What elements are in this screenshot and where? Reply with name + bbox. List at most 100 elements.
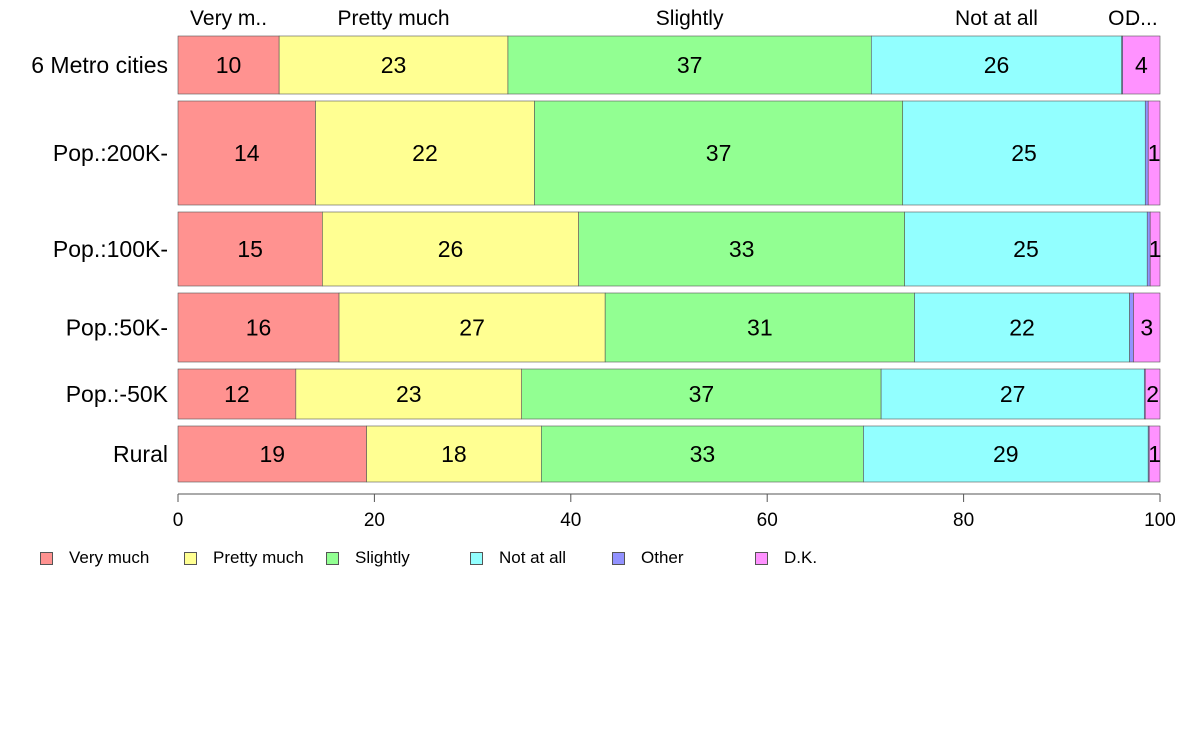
row-label: Pop.:200K- <box>53 140 168 166</box>
bar-segment <box>177 100 316 206</box>
bar-segment <box>914 292 1130 363</box>
legend-item: Slightly <box>326 546 410 570</box>
segment-label: 19 <box>259 441 285 467</box>
legend-item: Not at all <box>470 546 566 570</box>
x-tick-label: 60 <box>757 510 778 531</box>
legend-item: D.K. <box>755 546 817 570</box>
legend-swatch <box>184 551 197 565</box>
bar-segment <box>1133 292 1161 363</box>
segment-label: 3 <box>1140 315 1153 341</box>
x-tick-label: 100 <box>1144 510 1176 531</box>
segment-label: 12 <box>224 381 250 407</box>
legend-item: Very much <box>40 546 149 570</box>
legend-swatch <box>612 551 625 565</box>
segment-label: 26 <box>438 236 464 262</box>
segment-label: 25 <box>1011 140 1037 166</box>
top-category-label: Very m.. <box>190 7 267 30</box>
legend-swatch <box>470 551 483 565</box>
x-tick-label: 40 <box>560 510 581 531</box>
segment-label: 1 <box>1148 441 1161 467</box>
x-tick-label: 0 <box>173 510 184 531</box>
segment-label: 15 <box>237 236 263 262</box>
segment-label: 27 <box>1000 381 1026 407</box>
bar-segment <box>604 292 915 363</box>
bar-segment <box>902 100 1146 206</box>
bar-segment <box>315 100 535 206</box>
bar-segment <box>295 368 522 420</box>
top-category-label: D... <box>1125 7 1158 30</box>
bar-segment <box>863 425 1149 483</box>
legend-swatch <box>755 551 768 565</box>
legend-label: D.K. <box>784 548 818 567</box>
segment-label: 37 <box>706 140 732 166</box>
segment-label: 22 <box>1009 315 1035 341</box>
top-category-label: O.. <box>1108 7 1136 30</box>
x-axis: 0 20 40 60 80 100 <box>173 493 1176 531</box>
bar-segment <box>880 368 1145 420</box>
segment-label: 23 <box>396 381 422 407</box>
row-label: 6 Metro cities <box>31 52 168 78</box>
segment-label: 23 <box>381 52 407 78</box>
bar-segment <box>366 425 542 483</box>
legend: Very much Pretty much Slightly Not at all Ot… <box>0 546 1188 570</box>
x-tick-label: 20 <box>364 510 385 531</box>
segment-label: 26 <box>984 52 1010 78</box>
legend-label: Slightly <box>355 548 410 567</box>
bar-segment <box>1148 425 1161 483</box>
segment-label: 37 <box>689 381 715 407</box>
bar-segment <box>578 211 905 287</box>
top-category-label: Not at all <box>955 7 1038 30</box>
top-category-label: Slightly <box>656 7 724 30</box>
segment-label: 10 <box>216 52 242 78</box>
top-category-label: Pretty much <box>338 7 450 30</box>
bar-segment <box>521 368 882 420</box>
bar-segment <box>507 35 872 95</box>
legend-label: Pretty much <box>213 548 304 567</box>
segment-label: 29 <box>993 441 1019 467</box>
segment-label: 31 <box>747 315 773 341</box>
bar-segment <box>177 425 367 483</box>
segment-label: 27 <box>459 315 485 341</box>
bar-segment <box>177 211 323 287</box>
segment-label: 25 <box>1013 236 1039 262</box>
segment-labels-group: 10 23 37 26 414 22 37 25 115 26 33 25 116 27 31 22 312 23… <box>216 52 1162 467</box>
legend-label: Very much <box>69 548 150 567</box>
row-label: Pop.:-50K <box>66 381 169 407</box>
top-category-labels-group: Very m.. Pretty much Slightly Not at all O..… <box>190 7 1158 30</box>
bar-segment <box>1149 211 1161 287</box>
row-labels-group: 6 Metro cities Pop.:200K- Pop.:100K- Pop.:5… <box>31 52 168 467</box>
bar-segment <box>177 368 297 420</box>
legend-label: Other <box>641 548 684 567</box>
row-label: Rural <box>113 441 168 467</box>
row-label: Pop.:100K- <box>53 236 168 262</box>
bar-segment <box>278 35 509 95</box>
segment-label: 1 <box>1148 140 1161 166</box>
bar-segment <box>541 425 864 483</box>
segment-label: 37 <box>677 52 703 78</box>
bar-segment <box>338 292 606 363</box>
x-tick-label: 80 <box>953 510 974 531</box>
bar-segment <box>322 211 579 287</box>
segment-label: 16 <box>246 315 272 341</box>
legend-swatch <box>326 551 339 565</box>
segment-label: 18 <box>441 441 467 467</box>
bar-segment <box>1122 35 1161 95</box>
segment-label: 33 <box>690 441 716 467</box>
segment-label: 14 <box>234 140 260 166</box>
legend-swatch <box>40 551 53 565</box>
bar-segment <box>1129 292 1134 363</box>
segment-label: 33 <box>729 236 755 262</box>
bars-group <box>177 35 1161 483</box>
row-label: Pop.:50K- <box>66 315 168 341</box>
bar-segment <box>1144 368 1161 420</box>
legend-label: Not at all <box>499 548 567 567</box>
segment-label: 4 <box>1135 52 1148 78</box>
segment-label: 22 <box>412 140 438 166</box>
legend-item: Pretty much <box>184 546 304 570</box>
bar-segment <box>870 35 1123 95</box>
bar-segment <box>534 100 904 206</box>
segment-label: 2 <box>1146 381 1159 407</box>
segment-label: 1 <box>1149 236 1162 262</box>
bar-segment <box>904 211 1148 287</box>
